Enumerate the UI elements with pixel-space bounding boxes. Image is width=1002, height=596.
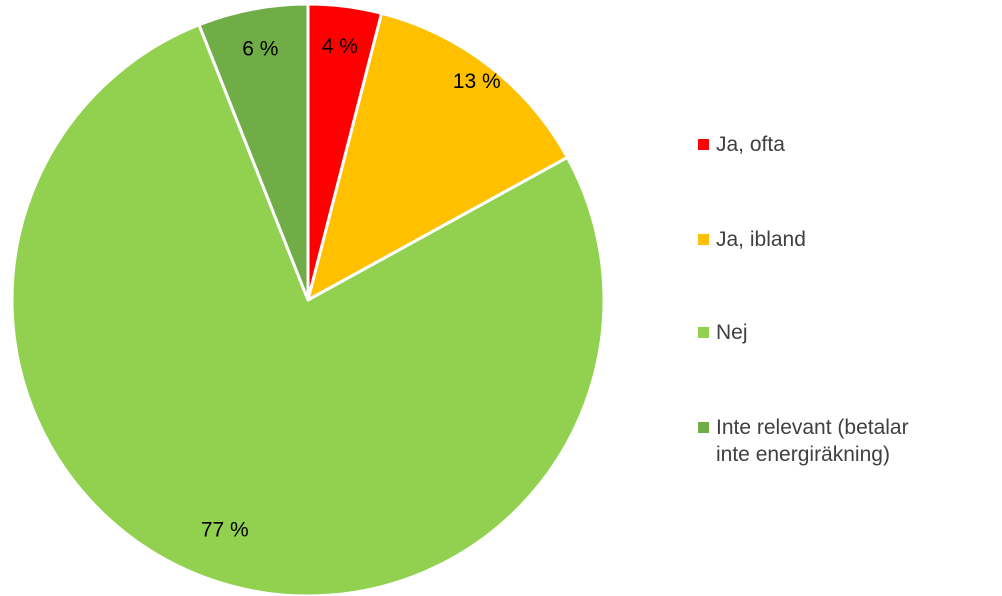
legend-label: Ja, ibland xyxy=(716,228,806,251)
data-label: 13 % xyxy=(453,70,501,93)
data-label: 77 % xyxy=(201,519,249,542)
legend-item: Nej xyxy=(698,319,946,346)
legend-label: Inte relevant (betalar inte energiräknin… xyxy=(716,416,909,466)
legend-item: Inte relevant (betalar inte energiräknin… xyxy=(698,414,946,468)
pie-slice xyxy=(197,2,310,302)
legend-swatch xyxy=(698,139,709,150)
legend-item: Ja, ofta xyxy=(698,131,946,158)
legend-label: Nej xyxy=(716,321,748,344)
pie-slice xyxy=(306,11,569,302)
pie-slice xyxy=(10,23,606,596)
data-label: 4 % xyxy=(322,35,358,58)
legend-label: Ja, ofta xyxy=(716,133,785,156)
legend-item: Ja, ibland xyxy=(698,226,946,253)
legend-swatch xyxy=(698,327,709,338)
pie-area: 4 % 13 % 77 % 6 % xyxy=(10,2,606,596)
legend-swatch xyxy=(698,234,709,245)
data-label: 6 % xyxy=(242,37,278,60)
legend-swatch xyxy=(698,422,709,433)
